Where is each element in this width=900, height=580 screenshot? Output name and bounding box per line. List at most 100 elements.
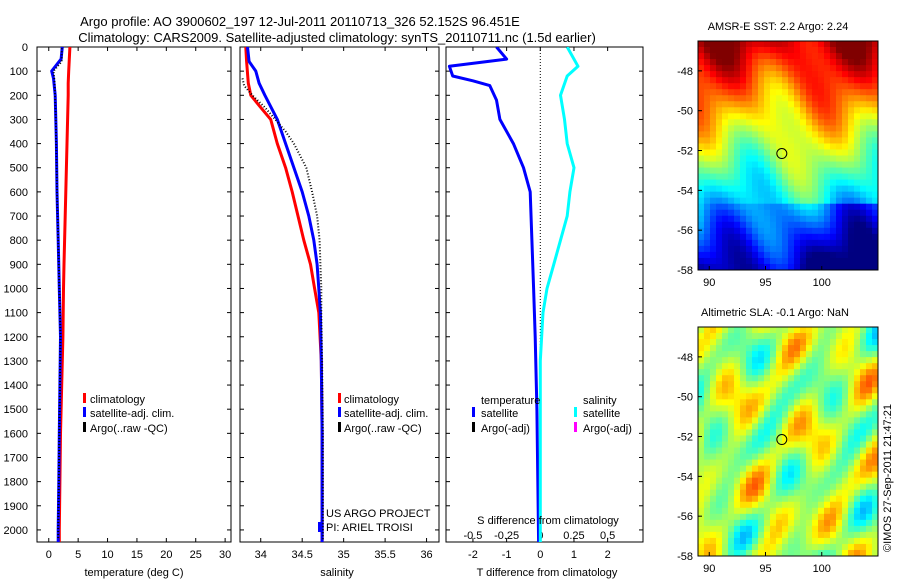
heatmap-cell [770,245,777,253]
heatmap-cell [698,441,705,448]
heatmap-cell [746,257,753,265]
heatmap-cell [830,209,837,217]
heatmap-cell [806,441,813,448]
heatmap-cell [866,263,873,271]
heatmap-cell [818,161,825,168]
heatmap-cell [740,459,747,467]
heatmap-cell [794,513,801,521]
heatmap-cell [830,405,837,412]
heatmap-cell [800,327,807,334]
heatmap-cell [806,185,813,193]
heatmap-cell [818,495,825,503]
heatmap-cell [740,191,747,199]
heatmap-cell [746,221,753,229]
heatmap-cell [788,447,795,454]
heatmap-cell [872,483,879,491]
heatmap-cell [806,125,813,132]
heatmap-cell [812,239,819,247]
difference-series-layer [447,47,580,542]
heatmap-cell [824,477,831,485]
heatmap-cell [788,221,795,229]
heatmap-cell [800,215,807,223]
heatmap-cell [848,107,855,114]
heatmap-cell [716,339,723,346]
heatmap-cell [752,239,759,247]
heatmap-cell [710,137,717,144]
heatmap-cell [704,399,711,406]
heatmap-cell [746,453,753,460]
heatmap-cell [758,393,765,400]
heatmap-cell [782,149,789,156]
heatmap-cell [818,543,825,551]
heatmap-cell [836,447,843,454]
heatmap-cell [722,191,729,199]
heatmap-cell [830,543,837,551]
heatmap-cell [776,543,783,551]
heatmap-cell [848,83,855,90]
heatmap-cell [872,167,879,174]
heatmap-cell [872,65,879,72]
heatmap-cell [716,197,723,205]
heatmap-cell [806,107,813,114]
heatmap-cell [848,357,855,364]
depth-tick-label: 1100 [4,308,28,320]
heatmap-cell [848,453,855,460]
heatmap-cell [818,155,825,162]
heatmap-cell [758,477,765,485]
heatmap-cell [818,405,825,412]
heatmap-cell [830,453,837,460]
heatmap-cell [872,47,879,54]
heatmap-cell [782,125,789,132]
heatmap-cell [830,465,837,473]
heatmap-cell [836,143,843,150]
heatmap-cell [710,423,717,430]
heatmap-cell [710,375,717,382]
heatmap-cell [728,345,735,352]
heatmap-cell [788,41,795,48]
heatmap-cell [866,221,873,229]
heatmap-cell [764,417,771,424]
heatmap-cell [830,345,837,352]
heatmap-cell [806,203,813,211]
difference-xlabel-top: S difference from climatology [477,515,619,527]
heatmap-cell [866,65,873,72]
heatmap-cell [836,525,843,533]
heatmap-cell [824,221,831,229]
heatmap-cell [704,233,711,241]
heatmap-cell [842,233,849,241]
heatmap-cell [800,107,807,114]
heatmap-cell [818,137,825,144]
heatmap-cell [854,215,861,223]
heatmap-cell [698,221,705,229]
x-tick-label: 34 [255,549,267,561]
heatmap-cell [752,447,759,454]
heatmap-cell [728,149,735,156]
legend-label-t-satellite: satellite [481,408,518,420]
heatmap-cell [788,83,795,90]
heatmap-cell [794,357,801,364]
heatmap-cell [866,215,873,223]
heatmap-cell [794,375,801,382]
heatmap-cell [776,507,783,515]
heatmap-cell [842,119,849,126]
x-tick-label: 5 [75,549,81,561]
heatmap-cell [842,239,849,247]
heatmap-cell [734,363,741,370]
sst-heatmap: 90 95 100-48-50-52-54-56-58 [677,41,879,289]
heatmap-cell [746,137,753,144]
heatmap-cell [752,263,759,271]
heatmap-cell [794,149,801,156]
heatmap-cell [806,137,813,144]
heatmap-cell [818,215,825,223]
heatmap-cell [776,453,783,460]
heatmap-cell [764,333,771,340]
heatmap-cell [734,143,741,150]
heatmap-cell [710,41,717,48]
heatmap-cell [872,263,879,271]
heatmap-cell [716,41,723,48]
heatmap-cell [860,525,867,533]
heatmap-cell [848,447,855,454]
heatmap-cell [854,143,861,150]
heatmap-cell [782,227,789,235]
